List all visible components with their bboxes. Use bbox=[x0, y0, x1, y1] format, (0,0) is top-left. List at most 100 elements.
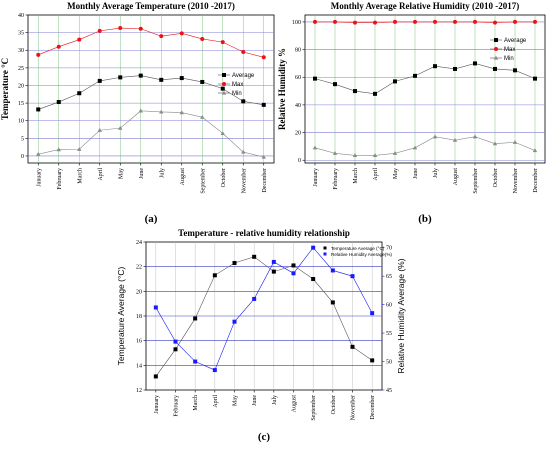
data-point bbox=[413, 73, 417, 78]
y-tick-label: 60 bbox=[295, 75, 301, 81]
data-point bbox=[159, 77, 164, 82]
data-point bbox=[212, 273, 217, 278]
x-tick-label: December bbox=[370, 395, 376, 420]
legend-marker bbox=[222, 82, 226, 86]
data-point bbox=[36, 52, 41, 57]
x-tick-label: August bbox=[453, 168, 459, 186]
data-point bbox=[291, 271, 296, 276]
y-tick-label: 5 bbox=[21, 136, 24, 142]
data-point bbox=[159, 109, 164, 114]
data-point bbox=[271, 259, 276, 264]
data-point bbox=[330, 300, 335, 305]
legend-label: Max bbox=[232, 82, 243, 88]
y-tick-label: 22 bbox=[136, 265, 142, 271]
data-point bbox=[200, 79, 205, 84]
legend-marker bbox=[323, 252, 327, 256]
y2-tick-label: 60 bbox=[386, 303, 392, 309]
data-point bbox=[312, 145, 318, 150]
y-tick-label: 15 bbox=[18, 101, 24, 107]
x-tick-label: September bbox=[200, 168, 206, 194]
x-tick-label: May bbox=[393, 168, 399, 179]
data-point bbox=[452, 137, 458, 142]
y2-tick-label: 65 bbox=[386, 274, 392, 280]
series-line bbox=[315, 21, 535, 23]
data-point bbox=[453, 19, 457, 24]
data-point bbox=[138, 73, 143, 78]
series-line bbox=[38, 27, 264, 58]
data-point bbox=[393, 19, 397, 24]
y-tick-label: 0 bbox=[21, 154, 24, 160]
y-tick-label: 0 bbox=[298, 158, 301, 164]
x-tick-label: February bbox=[57, 168, 63, 190]
y-tick-label: 18 bbox=[136, 314, 142, 320]
y-tick-label: 16 bbox=[136, 339, 142, 345]
data-point bbox=[261, 55, 266, 60]
series-line bbox=[38, 110, 264, 158]
data-point bbox=[473, 19, 477, 24]
x-tick-label: March bbox=[77, 168, 83, 184]
data-point bbox=[313, 76, 317, 81]
data-point bbox=[332, 151, 338, 155]
data-point bbox=[212, 368, 217, 373]
temperature-humidity-chart: 12 14 16 18 20 22 24 45 50 55 60 65 70 January Februar… bbox=[116, 228, 406, 443]
temperature-chart: 0 5 10 15 20 25 30 35 40 January February March Apri… bbox=[0, 1, 275, 225]
y2-axis-label: Relative Humidity Average (%) bbox=[396, 258, 406, 373]
data-point bbox=[77, 37, 82, 42]
data-point bbox=[118, 125, 123, 130]
x-tick-label: October bbox=[221, 168, 227, 187]
y-axis-label: Temperature °C bbox=[0, 58, 10, 120]
data-point bbox=[333, 82, 337, 87]
series-line bbox=[155, 256, 373, 377]
data-point bbox=[350, 274, 355, 279]
data-point bbox=[513, 68, 517, 73]
data-point bbox=[271, 269, 276, 274]
legend-marker bbox=[323, 246, 327, 250]
x-tick-label: February bbox=[333, 168, 339, 190]
y-tick-label: 40 bbox=[295, 103, 301, 109]
data-point bbox=[200, 36, 205, 41]
data-point bbox=[77, 91, 82, 96]
data-point bbox=[241, 99, 246, 104]
legend-marker bbox=[493, 55, 499, 60]
data-point bbox=[433, 19, 437, 24]
data-point bbox=[432, 134, 438, 139]
data-point bbox=[159, 34, 164, 39]
data-point bbox=[373, 91, 377, 96]
data-point bbox=[512, 139, 518, 144]
y-tick-label: 100 bbox=[292, 20, 301, 26]
data-point bbox=[193, 316, 198, 321]
data-point bbox=[153, 305, 158, 310]
data-point bbox=[493, 20, 497, 25]
y2-tick-label: 50 bbox=[386, 360, 392, 366]
data-point bbox=[350, 344, 355, 349]
x-tick-label: June bbox=[252, 395, 258, 406]
data-point bbox=[138, 108, 143, 113]
panel-label: (a) bbox=[145, 213, 158, 225]
x-tick-label: January bbox=[154, 395, 160, 414]
data-point bbox=[473, 61, 477, 66]
data-point bbox=[370, 311, 375, 316]
x-tick-label: April bbox=[373, 168, 379, 181]
legend-label: Average bbox=[504, 38, 527, 44]
y-tick-label: 40 bbox=[18, 13, 24, 19]
data-point bbox=[353, 89, 357, 94]
panel-label: (c) bbox=[258, 431, 271, 443]
data-point bbox=[311, 277, 316, 281]
x-tick-label: March bbox=[353, 168, 359, 184]
legend-marker bbox=[494, 38, 498, 42]
legend-label: Max bbox=[504, 47, 515, 53]
data-point bbox=[220, 40, 225, 45]
humidity-chart: 0 20 40 60 80 100 January February March April May… bbox=[277, 1, 546, 225]
data-point bbox=[373, 20, 377, 25]
data-point bbox=[56, 147, 61, 152]
data-point bbox=[372, 153, 378, 157]
data-point bbox=[313, 19, 317, 24]
legend-marker bbox=[221, 90, 227, 95]
data-point bbox=[56, 100, 61, 105]
data-point bbox=[153, 374, 158, 379]
data-point bbox=[533, 76, 537, 81]
data-point bbox=[36, 107, 41, 112]
x-tick-label: November bbox=[351, 395, 357, 420]
y-tick-label: 20 bbox=[136, 289, 142, 295]
